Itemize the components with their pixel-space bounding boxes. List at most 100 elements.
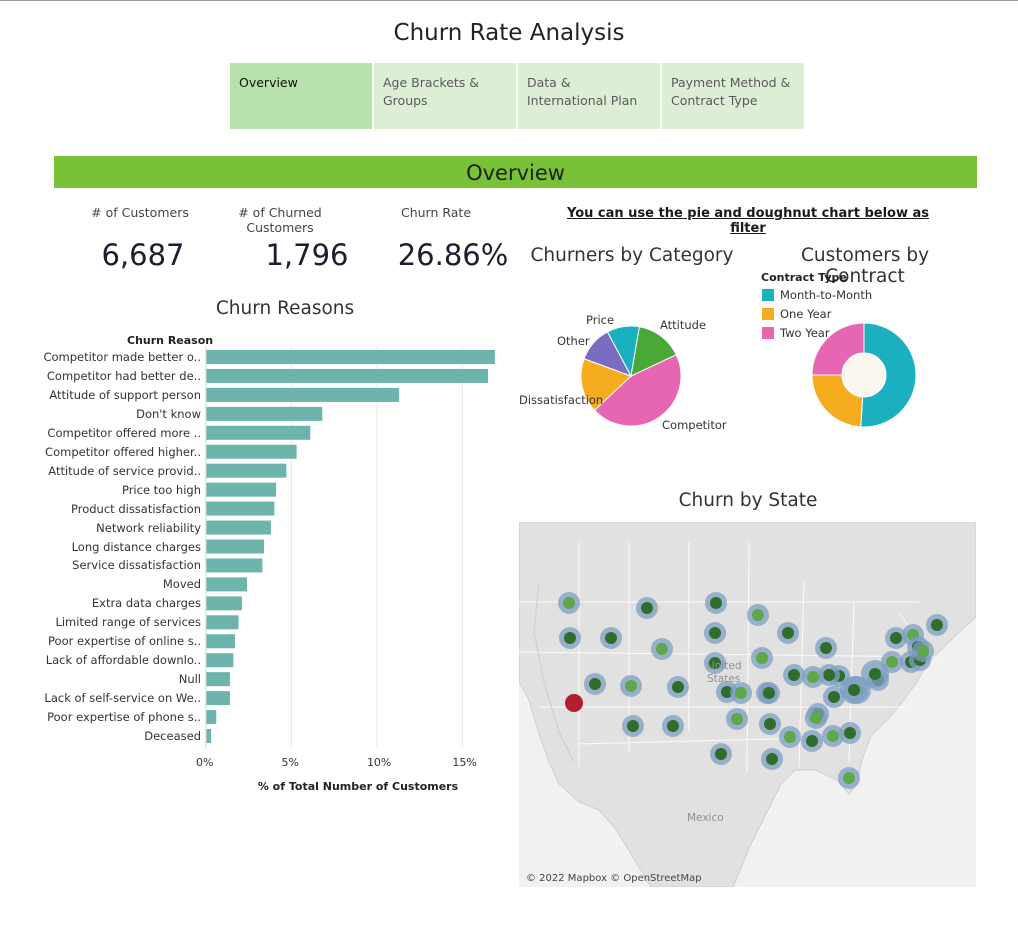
- bar-19[interactable]: [206, 710, 217, 725]
- state-marker[interactable]: [843, 772, 855, 784]
- state-marker[interactable]: [709, 627, 721, 639]
- state-marker[interactable]: [807, 671, 819, 683]
- kpi-rate-value: 26.86%: [397, 238, 509, 272]
- state-marker[interactable]: [564, 632, 576, 644]
- pie-slice-attitude[interactable]: [630, 326, 677, 377]
- churn-by-state-map[interactable]: United States Mexico: [519, 522, 976, 887]
- state-marker[interactable]: [709, 657, 721, 669]
- tab-payment-method-contract-type[interactable]: Payment Method & Contract Type: [662, 63, 804, 129]
- bar-3[interactable]: [206, 406, 323, 421]
- bar-18[interactable]: [206, 691, 230, 706]
- bar-8[interactable]: [206, 501, 275, 516]
- state-marker[interactable]: [627, 720, 639, 732]
- doughnut-chart-title: Customers by Contract: [800, 245, 930, 287]
- map-canvas[interactable]: [519, 522, 976, 887]
- bar-0[interactable]: [206, 350, 495, 364]
- state-marker[interactable]: [763, 687, 775, 699]
- pie-chart-title: Churners by Category: [530, 245, 734, 266]
- bar-20[interactable]: [206, 729, 212, 743]
- kpi-rate-label: Churn Rate: [400, 205, 472, 220]
- x-tick-label-3: 15%: [452, 756, 477, 769]
- x-tick-label-1: 5%: [281, 756, 299, 769]
- bar-1[interactable]: [206, 368, 489, 383]
- map-markers[interactable]: [558, 592, 948, 789]
- legend-label: One Year: [780, 307, 832, 321]
- state-marker[interactable]: [672, 681, 684, 693]
- bar-12[interactable]: [206, 577, 248, 592]
- kpi-churned-label: # of Churned Customers: [238, 205, 322, 235]
- legend-swatch: [762, 327, 774, 339]
- bar-11[interactable]: [206, 558, 263, 573]
- pie-label-competitor: Competitor: [662, 418, 727, 432]
- state-marker[interactable]: [756, 652, 768, 664]
- bar-13[interactable]: [206, 596, 242, 611]
- state-marker[interactable]: [589, 678, 601, 690]
- tab-data-international-plan[interactable]: Data & International Plan: [518, 63, 660, 129]
- doughnut-slice-one-year[interactable]: [811, 374, 864, 428]
- doughnut-slice-month-to-month[interactable]: [860, 322, 917, 428]
- bar-label-12: Moved: [162, 577, 201, 592]
- state-marker[interactable]: [641, 602, 653, 614]
- state-marker[interactable]: [810, 712, 822, 724]
- bar-17[interactable]: [206, 672, 230, 687]
- state-marker[interactable]: [784, 731, 796, 743]
- state-marker[interactable]: [710, 597, 722, 609]
- filter-hint-link[interactable]: You can use the pie and doughnut chart b…: [566, 206, 930, 236]
- state-marker[interactable]: [782, 627, 794, 639]
- bar-label-6: Attitude of service provid..: [48, 463, 201, 478]
- churn-reasons-bar-chart[interactable]: [200, 346, 514, 752]
- bar-5[interactable]: [206, 444, 297, 459]
- bar-15[interactable]: [206, 634, 236, 649]
- state-marker[interactable]: [848, 684, 860, 696]
- state-marker[interactable]: [869, 668, 881, 680]
- state-marker[interactable]: [715, 748, 727, 760]
- state-marker[interactable]: [605, 632, 617, 644]
- state-marker[interactable]: [764, 718, 776, 730]
- bar-7[interactable]: [206, 482, 277, 497]
- legend-month-to-month[interactable]: Month-to-Month: [762, 288, 872, 302]
- state-marker[interactable]: [827, 730, 839, 742]
- state-marker-selected[interactable]: [565, 694, 583, 712]
- state-marker[interactable]: [890, 632, 902, 644]
- churners-by-category-pie[interactable]: [575, 320, 687, 432]
- state-marker[interactable]: [667, 720, 679, 732]
- state-marker[interactable]: [820, 642, 832, 654]
- bar-10[interactable]: [206, 539, 265, 554]
- pie-slice-competitor[interactable]: [593, 354, 682, 427]
- kpi-churned-value: 1,796: [265, 238, 349, 272]
- bar-16[interactable]: [206, 653, 234, 668]
- bar-6[interactable]: [206, 463, 287, 478]
- state-marker[interactable]: [917, 645, 929, 657]
- state-marker[interactable]: [886, 656, 898, 668]
- bar-label-17: Null: [178, 672, 201, 687]
- state-marker[interactable]: [735, 687, 747, 699]
- state-marker[interactable]: [806, 735, 818, 747]
- state-marker[interactable]: [625, 680, 637, 692]
- dashboard-title: Churn Rate Analysis: [393, 20, 625, 46]
- state-marker[interactable]: [823, 669, 835, 681]
- map-title: Churn by State: [678, 490, 818, 511]
- state-marker[interactable]: [656, 643, 668, 655]
- state-marker[interactable]: [731, 713, 743, 725]
- customers-by-contract-doughnut[interactable]: [810, 321, 918, 429]
- contract-legend-title: Contract Type: [761, 271, 847, 284]
- state-marker[interactable]: [752, 609, 764, 621]
- bar-2[interactable]: [206, 387, 400, 402]
- bar-4[interactable]: [206, 425, 311, 440]
- tab-overview[interactable]: Overview: [230, 63, 372, 129]
- state-marker[interactable]: [563, 597, 575, 609]
- tab-age-brackets-groups[interactable]: Age Brackets & Groups: [374, 63, 516, 129]
- doughnut-slice-two-year[interactable]: [811, 322, 865, 376]
- legend-one-year[interactable]: One Year: [762, 307, 831, 321]
- kpi-customers-label: # of Customers: [91, 205, 189, 220]
- state-marker[interactable]: [788, 669, 800, 681]
- bar-14[interactable]: [206, 615, 239, 630]
- state-marker[interactable]: [721, 686, 733, 698]
- state-marker[interactable]: [828, 691, 840, 703]
- bar-label-3: Don't know: [136, 406, 201, 421]
- state-marker[interactable]: [844, 727, 856, 739]
- state-marker[interactable]: [931, 619, 943, 631]
- legend-two-year[interactable]: Two Year: [762, 326, 830, 340]
- bar-9[interactable]: [206, 520, 271, 535]
- state-marker[interactable]: [766, 753, 778, 765]
